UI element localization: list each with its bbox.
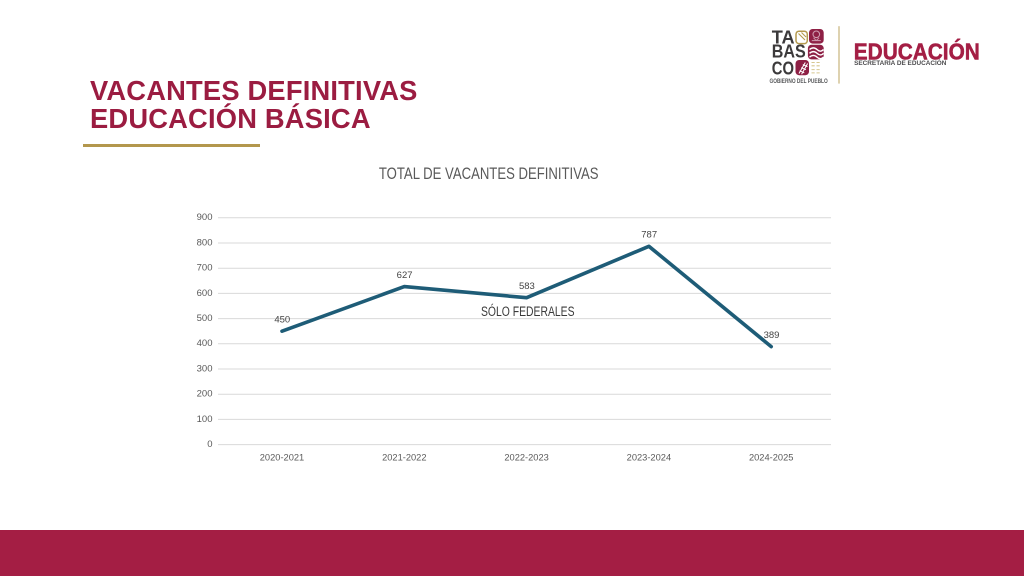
svg-text:583: 583 [519,281,535,292]
svg-text:627: 627 [397,270,413,281]
svg-text:TA: TA [772,28,795,48]
svg-text:SÓLO FEDERALES: SÓLO FEDERALES [481,304,575,319]
svg-text:2020-2021: 2020-2021 [260,453,304,463]
svg-text:2021-2022: 2021-2022 [382,453,426,463]
svg-text:EDUCACIÓN: EDUCACIÓN [854,37,980,64]
svg-text:500: 500 [197,313,213,324]
svg-text:200: 200 [197,389,213,400]
svg-text:100: 100 [197,414,213,425]
svg-text:GOBIERNO DEL PUEBLO: GOBIERNO DEL PUEBLO [770,78,828,85]
svg-text:400: 400 [197,338,213,349]
svg-text:BAS: BAS [772,42,806,62]
svg-text:700: 700 [197,263,213,274]
svg-text:SECRETARÍA DE EDUCACIÓN: SECRETARÍA DE EDUCACIÓN [854,58,947,67]
svg-text:TOTAL DE VACANTES DEFINITIVAS: TOTAL DE VACANTES DEFINITIVAS [379,164,599,183]
svg-text:300: 300 [197,363,213,374]
svg-text:CO: CO [772,58,794,78]
svg-text:600: 600 [197,288,213,299]
svg-text:389: 389 [764,330,780,341]
svg-text:2022-2023: 2022-2023 [504,453,548,463]
svg-text:450: 450 [274,314,290,325]
svg-text:2024-2025: 2024-2025 [749,453,793,463]
svg-text:900: 900 [197,212,213,223]
svg-text:2023-2024: 2023-2024 [627,453,671,463]
svg-text:0: 0 [207,439,212,450]
svg-text:787: 787 [641,230,657,241]
svg-text:800: 800 [197,237,213,248]
